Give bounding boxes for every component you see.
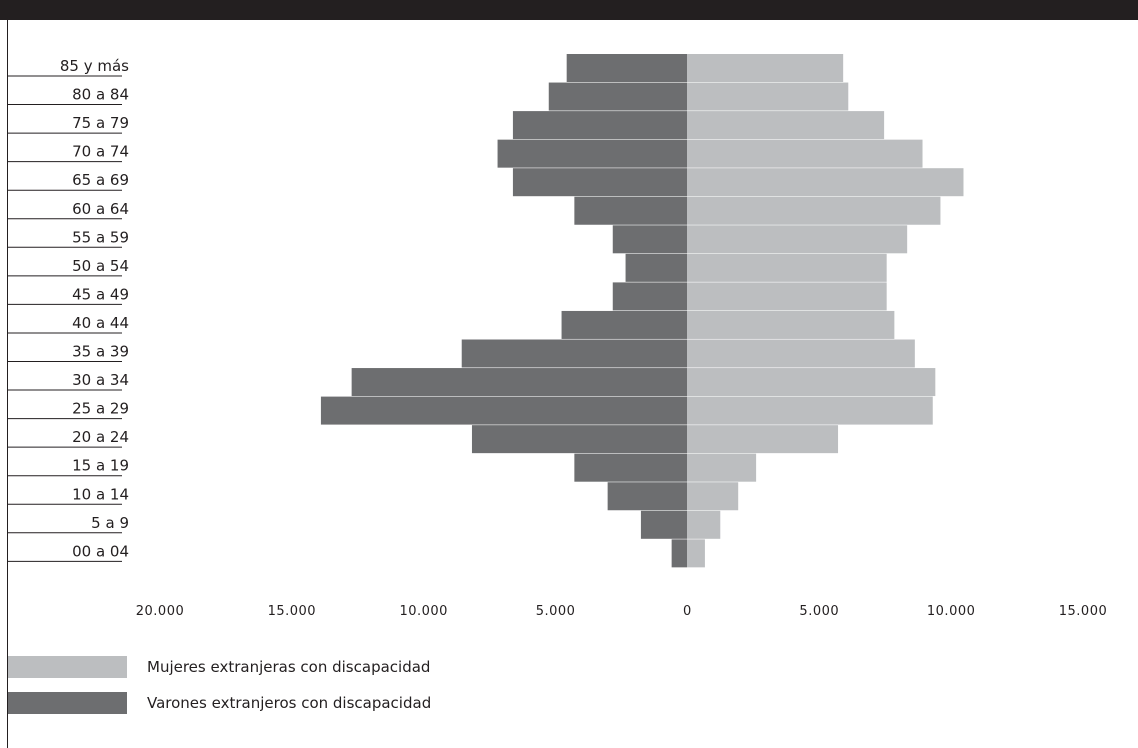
category-label: 10 a 14: [72, 485, 129, 503]
bar-men-9: [561, 310, 687, 339]
legend-label-men: Varones extranjeros con discapacidad: [147, 694, 432, 712]
legend-label-women: Mujeres extranjeras con discapacidad: [147, 658, 431, 676]
bar-men-15: [607, 482, 687, 511]
bar-men-5: [574, 196, 687, 225]
bar-women-13: [687, 425, 839, 454]
bar-women-14: [687, 453, 757, 482]
category-label: 40 a 44: [72, 314, 129, 332]
legend-item-men: Varones extranjeros con discapacidad: [8, 692, 431, 714]
bar-men-4: [512, 168, 687, 197]
bar-women-4: [687, 168, 964, 197]
x-tick-label: 10.000: [399, 604, 448, 619]
bar-women-11: [687, 368, 936, 397]
category-label: 60 a 64: [72, 200, 129, 218]
category-label: 15 a 19: [72, 457, 129, 475]
category-label: 30 a 34: [72, 371, 129, 389]
bar-men-10: [461, 339, 687, 368]
bar-women-5: [687, 196, 941, 225]
bar-women-2: [687, 111, 885, 140]
legend-item-women: Mujeres extranjeras con discapacidad: [8, 656, 430, 678]
x-tick-label: 5.000: [536, 604, 576, 619]
category-label: 50 a 54: [72, 257, 129, 275]
bar-women-16: [687, 510, 721, 539]
x-tick-label: 15.000: [1059, 604, 1108, 619]
bar-women-6: [687, 225, 908, 254]
bar-women-3: [687, 139, 923, 168]
bar-men-1: [548, 82, 687, 111]
bar-men-16: [640, 510, 687, 539]
population-pyramid-chart: 85 y más 80 a 84 75 a 79 70 a 74 65 a 69 60 a…: [8, 54, 1108, 619]
x-tick-label: 5.000: [799, 604, 839, 619]
bar-women-17: [687, 539, 705, 568]
x-tick-label: 15.000: [268, 604, 317, 619]
header-band: [0, 0, 1138, 20]
category-label: 00 a 04: [72, 542, 129, 560]
bar-women-8: [687, 282, 887, 311]
bar-men-3: [497, 139, 687, 168]
category-label: 65 a 69: [72, 171, 129, 189]
category-label: 70 a 74: [72, 143, 129, 161]
bar-men-2: [512, 111, 687, 140]
bar-men-7: [625, 253, 687, 282]
bar-men-17: [671, 539, 687, 568]
bar-men-8: [612, 282, 687, 311]
category-label: 75 a 79: [72, 114, 129, 132]
bar-men-12: [320, 396, 687, 425]
bar-women-1: [687, 82, 849, 111]
legend-swatch-men: [8, 692, 127, 714]
bar-men-6: [612, 225, 687, 254]
category-label: 25 a 29: [72, 400, 129, 418]
category-label: 35 a 39: [72, 343, 129, 361]
category-label: 5 a 9: [91, 514, 129, 532]
category-label: 20 a 24: [72, 428, 129, 446]
bar-women-10: [687, 339, 915, 368]
category-label: 85 y más: [60, 57, 129, 75]
bar-men-13: [471, 425, 687, 454]
category-label: 55 a 59: [72, 228, 129, 246]
category-label: 80 a 84: [72, 86, 129, 104]
bar-men-11: [351, 368, 687, 397]
legend-swatch-women: [8, 656, 127, 678]
bar-women-7: [687, 253, 887, 282]
category-label: 45 a 49: [72, 285, 129, 303]
bar-men-0: [566, 54, 687, 82]
left-border-rule: [7, 20, 8, 748]
bar-women-9: [687, 310, 895, 339]
bar-women-12: [687, 396, 933, 425]
bar-women-0: [687, 54, 844, 82]
x-tick-label: 20.000: [136, 604, 185, 619]
bar-men-14: [574, 453, 687, 482]
bar-women-15: [687, 482, 739, 511]
x-tick-label: 10.000: [927, 604, 976, 619]
x-tick-label: 0: [683, 604, 692, 619]
